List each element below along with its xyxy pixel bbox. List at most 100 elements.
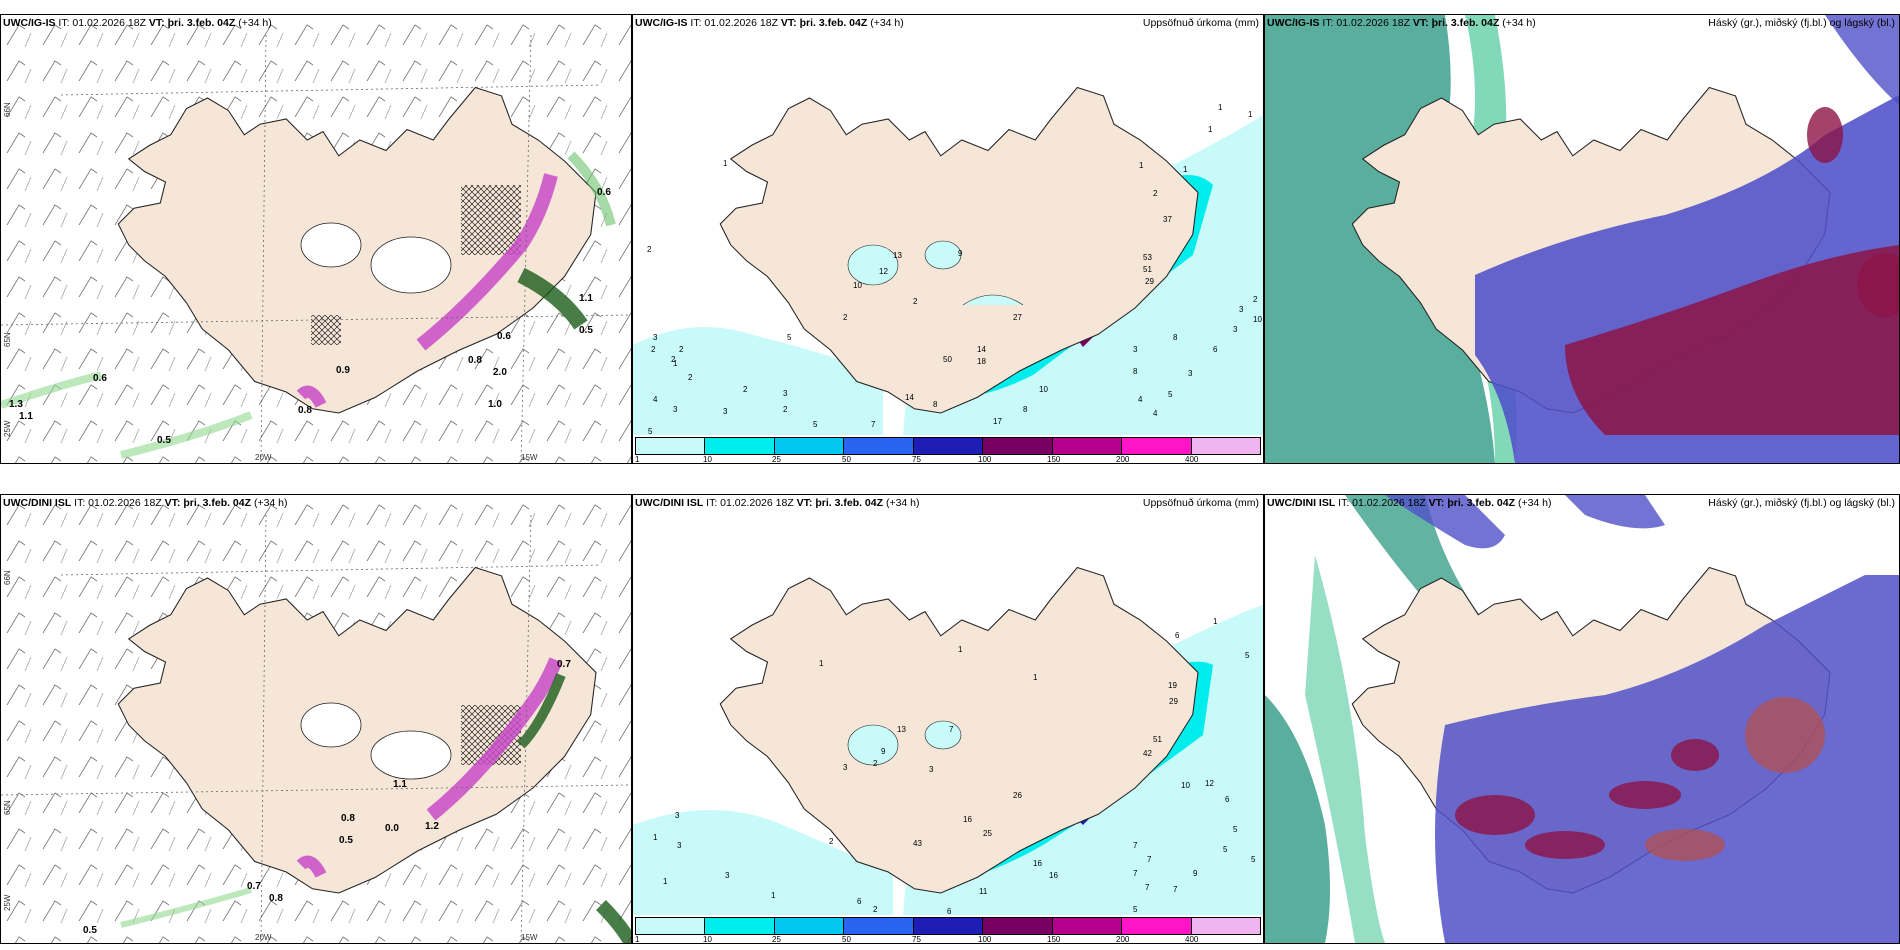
map-dini-cloud bbox=[1265, 495, 1899, 943]
precip-value: 3 bbox=[677, 841, 682, 850]
precip-value: 2 bbox=[873, 759, 878, 768]
scale-swatch bbox=[705, 438, 775, 454]
map-dini-wind bbox=[1, 495, 631, 943]
scale-swatch bbox=[983, 438, 1053, 454]
precip-label: 0.5 bbox=[157, 435, 171, 446]
scale-tick: 25 bbox=[772, 935, 781, 944]
precip-value: 14 bbox=[977, 345, 986, 354]
panel-header: UWC/DINI ISL IT: 01.02.2026 18Z VT: þri.… bbox=[1267, 497, 1552, 509]
precip-label: 0.5 bbox=[83, 925, 97, 936]
precip-value: 1 bbox=[653, 833, 658, 842]
precip-value: 13 bbox=[897, 725, 906, 734]
map-igis-precip bbox=[633, 15, 1263, 463]
scale-swatch bbox=[1191, 438, 1260, 454]
scale-tick: 400 bbox=[1185, 455, 1199, 464]
panel-header: UWC/DINI ISL IT: 01.02.2026 18Z VT: þri.… bbox=[3, 497, 288, 509]
axis-label-lon: 20W bbox=[255, 933, 272, 942]
precip-value: 2 bbox=[1153, 189, 1158, 198]
precip-value: 29 bbox=[1169, 697, 1178, 706]
axis-label-lon: 25W bbox=[3, 894, 12, 911]
precip-value: 7 bbox=[1133, 869, 1138, 878]
precip-value: 25 bbox=[983, 829, 992, 838]
scale-swatch bbox=[1052, 918, 1123, 934]
precip-value: 7 bbox=[1145, 883, 1150, 892]
panel-dini-cloud: UWC/DINI ISL IT: 01.02.2026 18Z VT: þri.… bbox=[1264, 494, 1900, 944]
scale-tick: 10 bbox=[703, 455, 712, 464]
precip-label: 0.8 bbox=[341, 813, 355, 824]
precip-value: 3 bbox=[723, 407, 728, 416]
scale-swatch bbox=[844, 918, 914, 934]
precip-value: 1 bbox=[723, 159, 728, 168]
scale-swatch bbox=[1122, 918, 1192, 934]
precip-value: 51 bbox=[1143, 265, 1152, 274]
precip-value: 10 bbox=[1253, 315, 1262, 324]
scale-swatch bbox=[913, 918, 984, 934]
precip-value: 5 bbox=[1245, 651, 1250, 660]
precip-value: 7 bbox=[1147, 855, 1152, 864]
panel-header: UWC/IG-IS IT: 01.02.2026 18Z VT: þri. 3.… bbox=[1267, 17, 1536, 29]
axis-label-lat: 65N bbox=[3, 800, 12, 815]
precip-value: 5 bbox=[1251, 855, 1256, 864]
scale-tick: 100 bbox=[978, 455, 992, 464]
precip-value: 43 bbox=[913, 839, 922, 848]
precip-value: 5 bbox=[787, 333, 792, 342]
precip-color-scale: 1 10 25 50 75 100 150 200 400 bbox=[633, 915, 1263, 943]
map-dini-precip bbox=[633, 495, 1263, 943]
precip-value: 1 bbox=[1033, 673, 1038, 682]
precip-label: 2.0 bbox=[493, 367, 507, 378]
precip-value: 53 bbox=[1143, 253, 1152, 262]
precip-value: 8 bbox=[933, 400, 938, 409]
precip-value: 26 bbox=[1013, 791, 1022, 800]
precip-value: 4 bbox=[653, 395, 658, 404]
scale-tick: 10 bbox=[703, 935, 712, 944]
scale-swatch bbox=[636, 918, 706, 934]
panel-igis-precip: UWC/IG-IS IT: 01.02.2026 18Z VT: þri. 3.… bbox=[632, 14, 1264, 464]
precip-value: 2 bbox=[873, 905, 878, 914]
precip-value: 2 bbox=[651, 345, 656, 354]
precip-value: 3 bbox=[675, 811, 680, 820]
scale-tick: 50 bbox=[842, 935, 851, 944]
precip-value: 6 bbox=[947, 907, 952, 916]
precip-value: 6 bbox=[1213, 345, 1218, 354]
precip-value: 19 bbox=[1168, 681, 1177, 690]
precip-label: 1.1 bbox=[19, 411, 33, 422]
precip-value: 18 bbox=[977, 357, 986, 366]
precip-value: 10 bbox=[1039, 385, 1048, 394]
precip-value: 2 bbox=[829, 837, 834, 846]
precip-value: 5 bbox=[648, 427, 653, 436]
precip-value: 3 bbox=[1188, 369, 1193, 378]
axis-label-lon: 25W bbox=[3, 420, 12, 437]
precip-label: 0.0 bbox=[385, 823, 399, 834]
precip-value: 2 bbox=[843, 313, 848, 322]
precip-label: 0.8 bbox=[468, 355, 482, 366]
precip-value: 9 bbox=[958, 249, 963, 258]
precip-value: 5 bbox=[1223, 845, 1228, 854]
precip-value: 3 bbox=[673, 405, 678, 414]
precip-value: 12 bbox=[1205, 779, 1214, 788]
precip-value: 4 bbox=[1138, 395, 1143, 404]
precip-value: 2 bbox=[913, 297, 918, 306]
scale-tick: 200 bbox=[1116, 935, 1130, 944]
precip-value: 4 bbox=[1153, 409, 1158, 418]
panel-header: UWC/DINI ISL IT: 01.02.2026 18Z VT: þri.… bbox=[635, 497, 920, 509]
precip-value: 16 bbox=[1033, 859, 1042, 868]
precip-value: 50 bbox=[943, 355, 952, 364]
axis-label-lon: 15W bbox=[521, 933, 538, 942]
axis-label-lat: 66N bbox=[3, 102, 12, 117]
precip-value: 10 bbox=[1181, 781, 1190, 790]
precip-value: 5 bbox=[1233, 825, 1238, 834]
precip-value: 1 bbox=[1213, 617, 1218, 626]
axis-label-lon: 15W bbox=[521, 453, 538, 462]
precip-value: 17 bbox=[993, 417, 1002, 426]
precip-value: 3 bbox=[653, 333, 658, 342]
precip-label: 1.3 bbox=[9, 399, 23, 410]
precip-value: 1 bbox=[958, 645, 963, 654]
precip-label: 0.9 bbox=[336, 365, 350, 376]
panel-title-right: Háský (gr.), miðský (fj.bl.) og lágský (… bbox=[1708, 17, 1895, 29]
precip-value: 27 bbox=[1013, 313, 1022, 322]
scale-swatch bbox=[774, 918, 845, 934]
scale-swatch bbox=[1052, 438, 1123, 454]
precip-value: 16 bbox=[963, 815, 972, 824]
precip-value: 2 bbox=[671, 355, 676, 364]
precip-value: 1 bbox=[1208, 125, 1213, 134]
